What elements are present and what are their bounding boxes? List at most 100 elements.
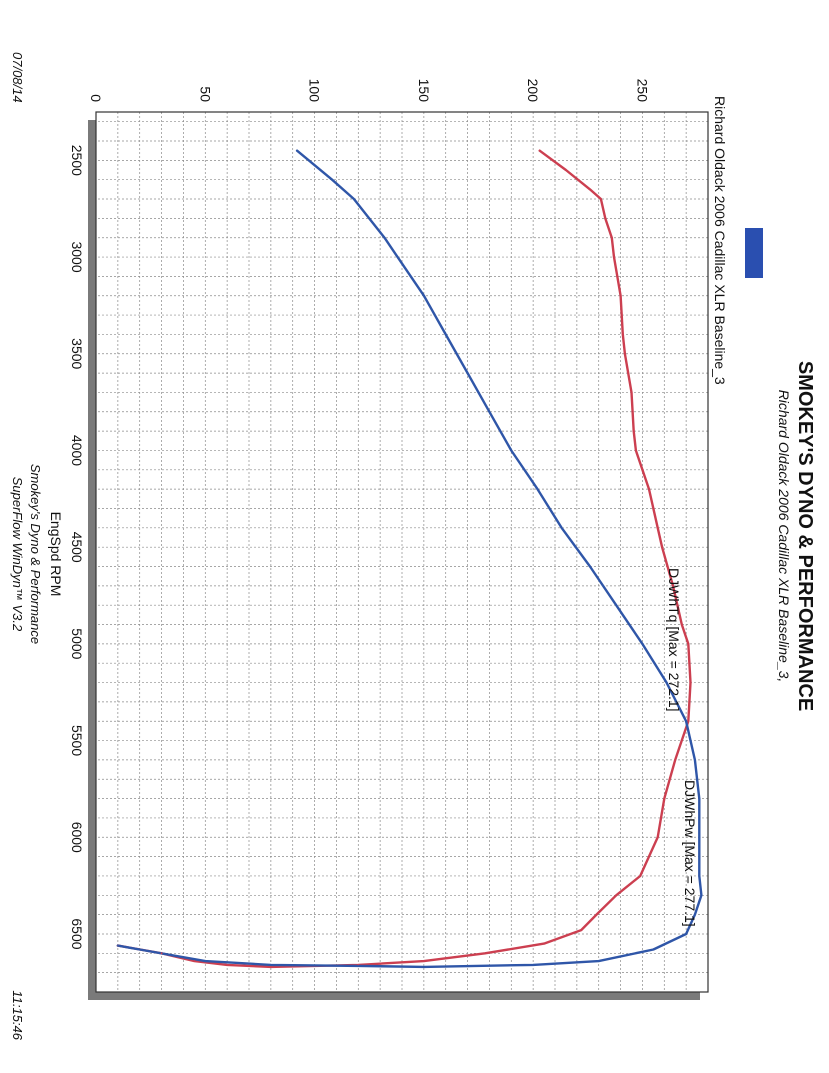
- power-point: [422, 294, 425, 297]
- print-date: 07/08/14: [10, 52, 25, 103]
- x-tick-label: 3000: [69, 241, 85, 272]
- torque-point: [589, 188, 591, 191]
- power-point: [597, 960, 600, 962]
- power-point: [693, 913, 696, 916]
- torque-point: [543, 942, 545, 945]
- credit-line-1: Smokey's Dyno & Performance: [28, 464, 43, 644]
- torque-point: [610, 236, 613, 239]
- x-tick-label: 5500: [69, 725, 85, 756]
- page-subtitle: Richard Oldack 2006 Cadillac XLR Baselin…: [776, 390, 792, 683]
- power-point: [383, 236, 386, 239]
- torque-point: [632, 430, 635, 433]
- torque-point: [663, 797, 666, 800]
- power-point: [466, 372, 469, 374]
- y-tick-label: 100: [307, 79, 323, 103]
- power-point: [532, 964, 535, 966]
- torque-point: [648, 488, 650, 491]
- x-tick-label: 2500: [69, 145, 85, 176]
- torque-point: [656, 526, 659, 529]
- x-tick-label: 6500: [69, 918, 85, 949]
- torque-point: [484, 952, 486, 955]
- power-point: [700, 894, 703, 897]
- torque-point: [689, 681, 692, 684]
- torque-point: [630, 391, 633, 394]
- run-name: Richard Oldack 2006 Cadillac XLR Baselin…: [712, 96, 728, 385]
- torque-point: [615, 894, 618, 897]
- torque-point: [193, 960, 196, 962]
- x-tick-label: 5000: [69, 628, 85, 659]
- series-label-power: DJWhPw [Max = 277.1]: [682, 780, 698, 927]
- torque-point: [687, 642, 690, 645]
- x-axis-label: EngSpd RPM: [48, 512, 64, 597]
- y-tick-label: 250: [634, 79, 650, 103]
- torque-point: [565, 169, 567, 171]
- power-point: [693, 759, 696, 761]
- torque-point: [634, 449, 637, 452]
- torque-point: [580, 929, 583, 932]
- power-point: [560, 526, 563, 529]
- page-title: SMOKEY'S DYNO & PERFORMANCE: [794, 361, 816, 711]
- plot-border: [95, 111, 709, 993]
- power-point: [353, 198, 355, 200]
- power-point: [368, 217, 371, 220]
- torque-point: [656, 836, 659, 839]
- torque-point: [672, 584, 674, 587]
- power-point: [269, 964, 272, 966]
- credit-line-2: SuperFlow WinDyn™ V3.2: [10, 477, 25, 632]
- torque-point: [613, 256, 615, 258]
- power-point: [536, 488, 539, 491]
- power-point: [331, 178, 333, 181]
- torque-point: [621, 333, 624, 336]
- power-point: [685, 720, 688, 723]
- torque-point: [661, 546, 663, 549]
- torque-point: [674, 759, 677, 761]
- x-tick-label: 3500: [69, 338, 85, 369]
- power-point: [296, 149, 298, 152]
- power-point: [510, 449, 513, 452]
- power-point: [138, 948, 141, 951]
- power-point: [641, 642, 644, 645]
- torque-point: [538, 149, 541, 152]
- torque-point: [269, 965, 272, 968]
- x-tick-label: 4000: [69, 435, 85, 466]
- print-time: 11:15:46: [10, 990, 25, 1040]
- torque-point: [422, 960, 425, 962]
- legend-swatch: [745, 228, 763, 278]
- x-tick-label: 4500: [69, 532, 85, 563]
- y-tick-labels: 0 50 100 150 200 250: [88, 79, 650, 103]
- y-tick-label: 150: [416, 79, 432, 103]
- torque-point: [687, 720, 690, 723]
- power-point: [357, 964, 360, 967]
- power-point: [698, 836, 701, 839]
- series-points: [116, 149, 703, 968]
- power-point: [488, 410, 491, 413]
- torque-point: [226, 964, 229, 966]
- x-tick-label: 6000: [69, 822, 85, 853]
- torque-point: [160, 952, 163, 955]
- power-point: [422, 965, 425, 968]
- power-point: [698, 797, 701, 800]
- x-tick-labels: 2500 3000 3500 4000 4500 5000 5500 6000 6500: [69, 145, 85, 950]
- power-point: [444, 333, 447, 336]
- torque-point: [604, 217, 607, 220]
- torque-point: [619, 294, 622, 297]
- power-point: [685, 933, 688, 935]
- torque-point: [624, 352, 626, 355]
- power-point: [171, 954, 174, 957]
- y-tick-label: 200: [525, 79, 541, 103]
- torque-point: [639, 875, 642, 877]
- y-tick-label: 50: [197, 86, 213, 102]
- power-point: [698, 875, 701, 877]
- power-point: [116, 944, 119, 947]
- power-point: [396, 256, 399, 258]
- grid: [96, 112, 708, 992]
- series-label-torque: DJWhTq [Max = 272.1]: [666, 568, 682, 712]
- torque-point: [595, 913, 598, 916]
- power-point: [652, 948, 655, 951]
- power-point: [665, 681, 668, 684]
- power-point: [589, 565, 591, 568]
- power-point: [615, 604, 618, 607]
- y-tick-label: 0: [88, 94, 104, 102]
